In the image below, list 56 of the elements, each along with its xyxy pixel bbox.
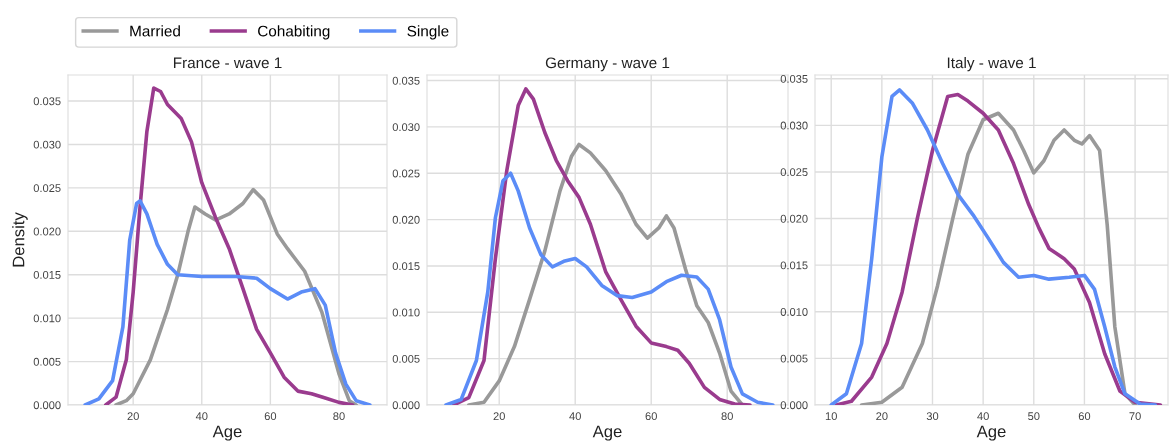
y-tick-label: 0.010 (780, 308, 808, 316)
line-series (859, 111, 1137, 405)
x-tick-label: 40 (569, 412, 581, 421)
x-tick-label: 40 (195, 412, 208, 421)
y-tick-label: 0.000 (33, 401, 61, 410)
y-tick-label: 0.010 (392, 308, 420, 317)
y-tick-label: 0.025 (392, 169, 420, 178)
x-axis-title: Age (212, 425, 242, 441)
x-tick-label: 50 (1028, 412, 1040, 421)
y-tick-label: 0.000 (780, 401, 808, 410)
x-tick-label: 20 (127, 412, 139, 421)
y-tick-label: 0.015 (780, 261, 808, 270)
y-tick-label: 0.030 (780, 121, 808, 130)
line-series (466, 142, 745, 405)
y-tick-label: 0.020 (780, 214, 808, 223)
y-tick-label: 0.015 (392, 262, 420, 271)
y-tick-label: 0.000 (392, 401, 420, 410)
chart-title: Italy - wave 1 (947, 56, 1036, 72)
x-tick-label: 10 (825, 412, 837, 421)
y-tick-label: 0.005 (780, 354, 808, 363)
x-tick-label: 80 (721, 412, 733, 421)
x-axis-title: Age (976, 425, 1006, 441)
line-series (83, 199, 372, 405)
line-series (114, 187, 358, 405)
x-tick-label: 60 (645, 412, 657, 421)
y-tick-label: 0.030 (33, 140, 61, 149)
y-tick-label: 0.030 (392, 123, 420, 132)
line-series (103, 86, 355, 405)
y-tick-label: 0.035 (33, 97, 61, 106)
y-tick-label: 0.025 (33, 184, 61, 193)
x-axis-title: Age (592, 425, 622, 441)
legend-label: Married (130, 25, 180, 37)
x-tick-label: 60 (1078, 412, 1091, 421)
x-tick-label: 40 (977, 412, 989, 421)
y-tick-label: 0.020 (33, 227, 61, 236)
legend-label: Single (407, 25, 449, 40)
y-tick-label: 0.035 (780, 75, 808, 83)
y-tick-label: 0.020 (392, 215, 420, 224)
chart-title: France - wave 1 (173, 57, 282, 69)
x-tick-label: 20 (876, 412, 888, 421)
line-series (444, 171, 775, 405)
x-tick-label: 80 (333, 412, 345, 421)
y-tick-label: 0.015 (33, 271, 61, 279)
x-tick-label: 20 (493, 412, 505, 421)
y-axis-title: Density (12, 212, 28, 267)
y-tick-label: 0.005 (33, 357, 61, 366)
x-tick-label: 30 (926, 412, 939, 421)
chart-title: Germany - wave 1 (545, 57, 670, 72)
line-series (451, 87, 752, 405)
y-tick-label: 0.010 (33, 314, 61, 323)
legend-label: Cohabiting (258, 25, 330, 40)
y-tick-label: 0.035 (392, 76, 420, 85)
x-tick-label: 70 (1129, 412, 1141, 421)
x-tick-label: 60 (264, 412, 277, 421)
y-tick-label: 0.005 (392, 354, 420, 363)
y-tick-label: 0.025 (780, 168, 808, 177)
